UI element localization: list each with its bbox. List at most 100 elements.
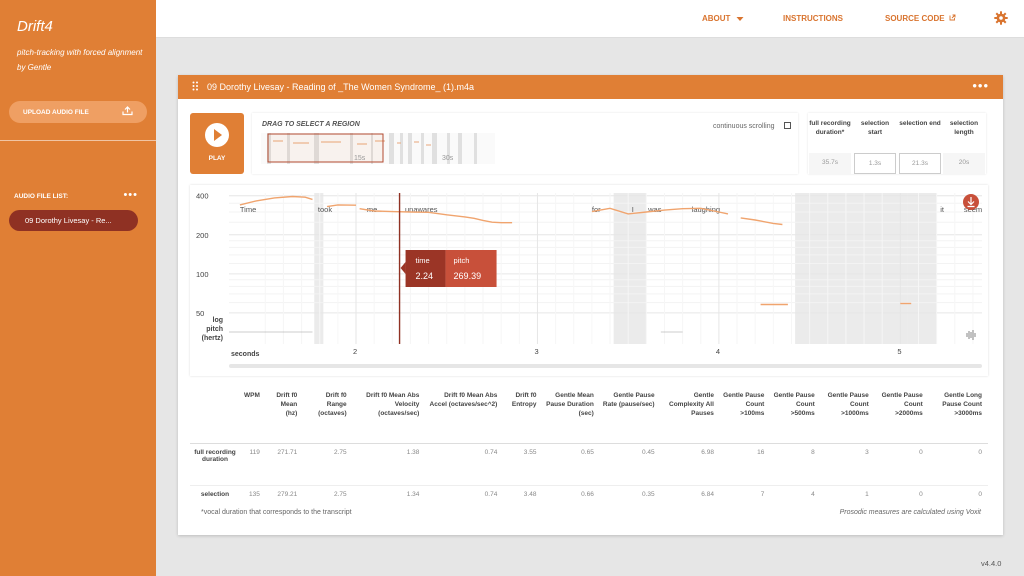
table-cell: 6.84 (701, 490, 714, 498)
chevron-down-icon (736, 16, 744, 21)
minimap-tick-15s: 15s (354, 155, 366, 162)
table-cell: 16 (719, 443, 771, 486)
app-title: Drift4 (17, 18, 53, 35)
waveform-icon (966, 330, 976, 340)
selection-start-input[interactable]: 1.3s (854, 153, 896, 174)
drag-handle-icon[interactable] (192, 81, 200, 91)
stat-label: selection end (899, 120, 941, 127)
word-label: was (647, 205, 662, 214)
minimap-tick-30s: 30s (442, 155, 454, 162)
nav-about[interactable]: ABOUT (702, 14, 744, 23)
table-cell: 279.21 (277, 490, 298, 498)
column-header: Drift f0 Range (octaves) (303, 387, 353, 444)
continuous-scrolling-label: continuous scrolling (713, 123, 775, 130)
column-header: Gentle Pause Rate (pause/sec) (599, 387, 661, 444)
column-header: Drift f0 Entropy (503, 387, 543, 444)
table-header-row: WPM Drift f0 Mean (hz) Drift f0 Range (oct… (190, 387, 988, 444)
upload-icon (122, 106, 133, 116)
table-cell: 1.34 (406, 490, 420, 498)
table-footnote: *vocal duration that corresponds to the … (201, 509, 352, 516)
pitch-chart[interactable]: 400 200 100 50 log pitch (hertz) 2 3 4 5 seconds Tim… (190, 185, 988, 376)
nav-source-code-label: SOURCE CODE (885, 14, 945, 23)
pitch-series-line (359, 208, 513, 224)
gear-icon[interactable] (994, 11, 1008, 25)
stat-label: selection length (949, 120, 979, 136)
card-menu-icon[interactable]: ••• (972, 78, 989, 93)
pause-region (795, 193, 908, 344)
word-label: me (367, 205, 377, 214)
waveform-minimap[interactable]: 15s 30s (261, 133, 495, 164)
column-header: WPM (242, 387, 266, 444)
chart-scrollbar[interactable] (229, 364, 982, 368)
pause-region (613, 193, 647, 344)
upload-audio-button[interactable]: UPLOAD AUDIO FILE (9, 101, 147, 123)
row-label: full recording duration (190, 443, 242, 486)
table-cell: 8 (770, 443, 821, 486)
region-selector: DRAG TO SELECT A REGION 15s 30s continuo… (252, 113, 798, 174)
table-cell: 3.48 (523, 490, 537, 498)
table-corner (190, 387, 242, 444)
table-cell: 6.98 (660, 443, 720, 486)
word-label: for (592, 205, 601, 214)
pitch-chart-panel: 400 200 100 50 log pitch (hertz) 2 3 4 5 seconds Tim… (190, 185, 988, 376)
table-row: selection 135 279.21 2.75 1.34 0.74 3.48 0.66 0.… (190, 485, 988, 503)
word-label: I (632, 205, 634, 214)
table-cell: 0.74 (425, 443, 504, 486)
y-tick-label: 50 (196, 309, 204, 318)
y-axis-label: (hertz) (202, 335, 223, 342)
tooltip-pitch-label: pitch (454, 256, 470, 265)
table-cell: 119 (242, 443, 266, 486)
tooltip-time-value: 2.24 (416, 271, 434, 281)
column-header: Gentle Pause Count >500ms (770, 387, 821, 444)
file-list-menu-icon[interactable]: ••• (123, 189, 138, 201)
nav-about-label: ABOUT (702, 14, 731, 23)
stat-value: 35.7s (809, 153, 851, 174)
table-cell: 3 (820, 443, 875, 486)
x-axis-label: seconds (231, 351, 260, 358)
pause-region (907, 193, 937, 344)
external-link-icon (949, 14, 956, 21)
play-icon (205, 123, 229, 147)
stat-full-duration: full recording duration* 35.7s (808, 113, 852, 174)
region-title: DRAG TO SELECT A REGION (262, 121, 360, 128)
duration-stats: full recording duration* 35.7s selection… (808, 113, 986, 174)
stat-selection-length: selection length 20s (942, 113, 986, 174)
y-tick-label: 100 (196, 270, 209, 279)
column-header: Drift f0 Mean (hz) (265, 387, 304, 444)
stat-label: full recording duration* (809, 120, 851, 136)
sidebar-divider (0, 140, 156, 141)
download-arrow (967, 197, 975, 208)
prosody-table: WPM Drift f0 Mean (hz) Drift f0 Range (oct… (190, 387, 988, 507)
audio-file-list-title: AUDIO FILE LIST: (14, 193, 69, 200)
column-header: Gentle Mean Pause Duration (sec) (542, 387, 600, 444)
word-label: took (318, 205, 332, 214)
app-subtitle: pitch-tracking with forced alignment by … (17, 48, 143, 72)
continuous-scrolling-checkbox[interactable] (784, 122, 791, 129)
y-tick-label: 400 (196, 192, 209, 201)
card-title: 09 Dorothy Livesay - Reading of _The Wom… (207, 82, 474, 92)
audio-file-item[interactable]: 09 Dorothy Livesay - Re... (9, 210, 138, 231)
table-cell: 1 (865, 490, 869, 498)
table-cell: 4 (811, 490, 815, 498)
nav-source-code[interactable]: SOURCE CODE (885, 14, 956, 23)
voxit-credit: Prosodic measures are calculated using V… (839, 509, 981, 516)
stat-selection-end: selection end 21.3s (898, 113, 942, 174)
selection-end-input[interactable]: 21.3s (899, 153, 941, 174)
table-cell: 0.66 (581, 490, 594, 498)
tooltip-time-box (405, 250, 446, 287)
nav-instructions[interactable]: INSTRUCTIONS (783, 14, 843, 23)
play-button[interactable]: PLAY (190, 113, 244, 174)
play-label: PLAY (208, 155, 226, 162)
table-cell: 0.35 (641, 490, 655, 498)
x-tick-label: 5 (897, 347, 901, 356)
column-header: Drift f0 Mean Abs Accel (octaves/sec^2) (425, 387, 504, 444)
column-header: Gentle Long Pause Count >3000ms (928, 387, 988, 444)
column-header: Gentle Complexity All Pauses (660, 387, 720, 444)
upload-label: UPLOAD AUDIO FILE (23, 108, 89, 116)
table-cell: 7 (760, 490, 765, 498)
tooltip-time-label: time (416, 256, 430, 265)
table-cell: 135 (249, 490, 260, 498)
column-header: Gentle Pause Count >2000ms (874, 387, 929, 444)
table-cell: 2.75 (333, 490, 347, 498)
version-label: v4.4.0 (981, 559, 1002, 568)
